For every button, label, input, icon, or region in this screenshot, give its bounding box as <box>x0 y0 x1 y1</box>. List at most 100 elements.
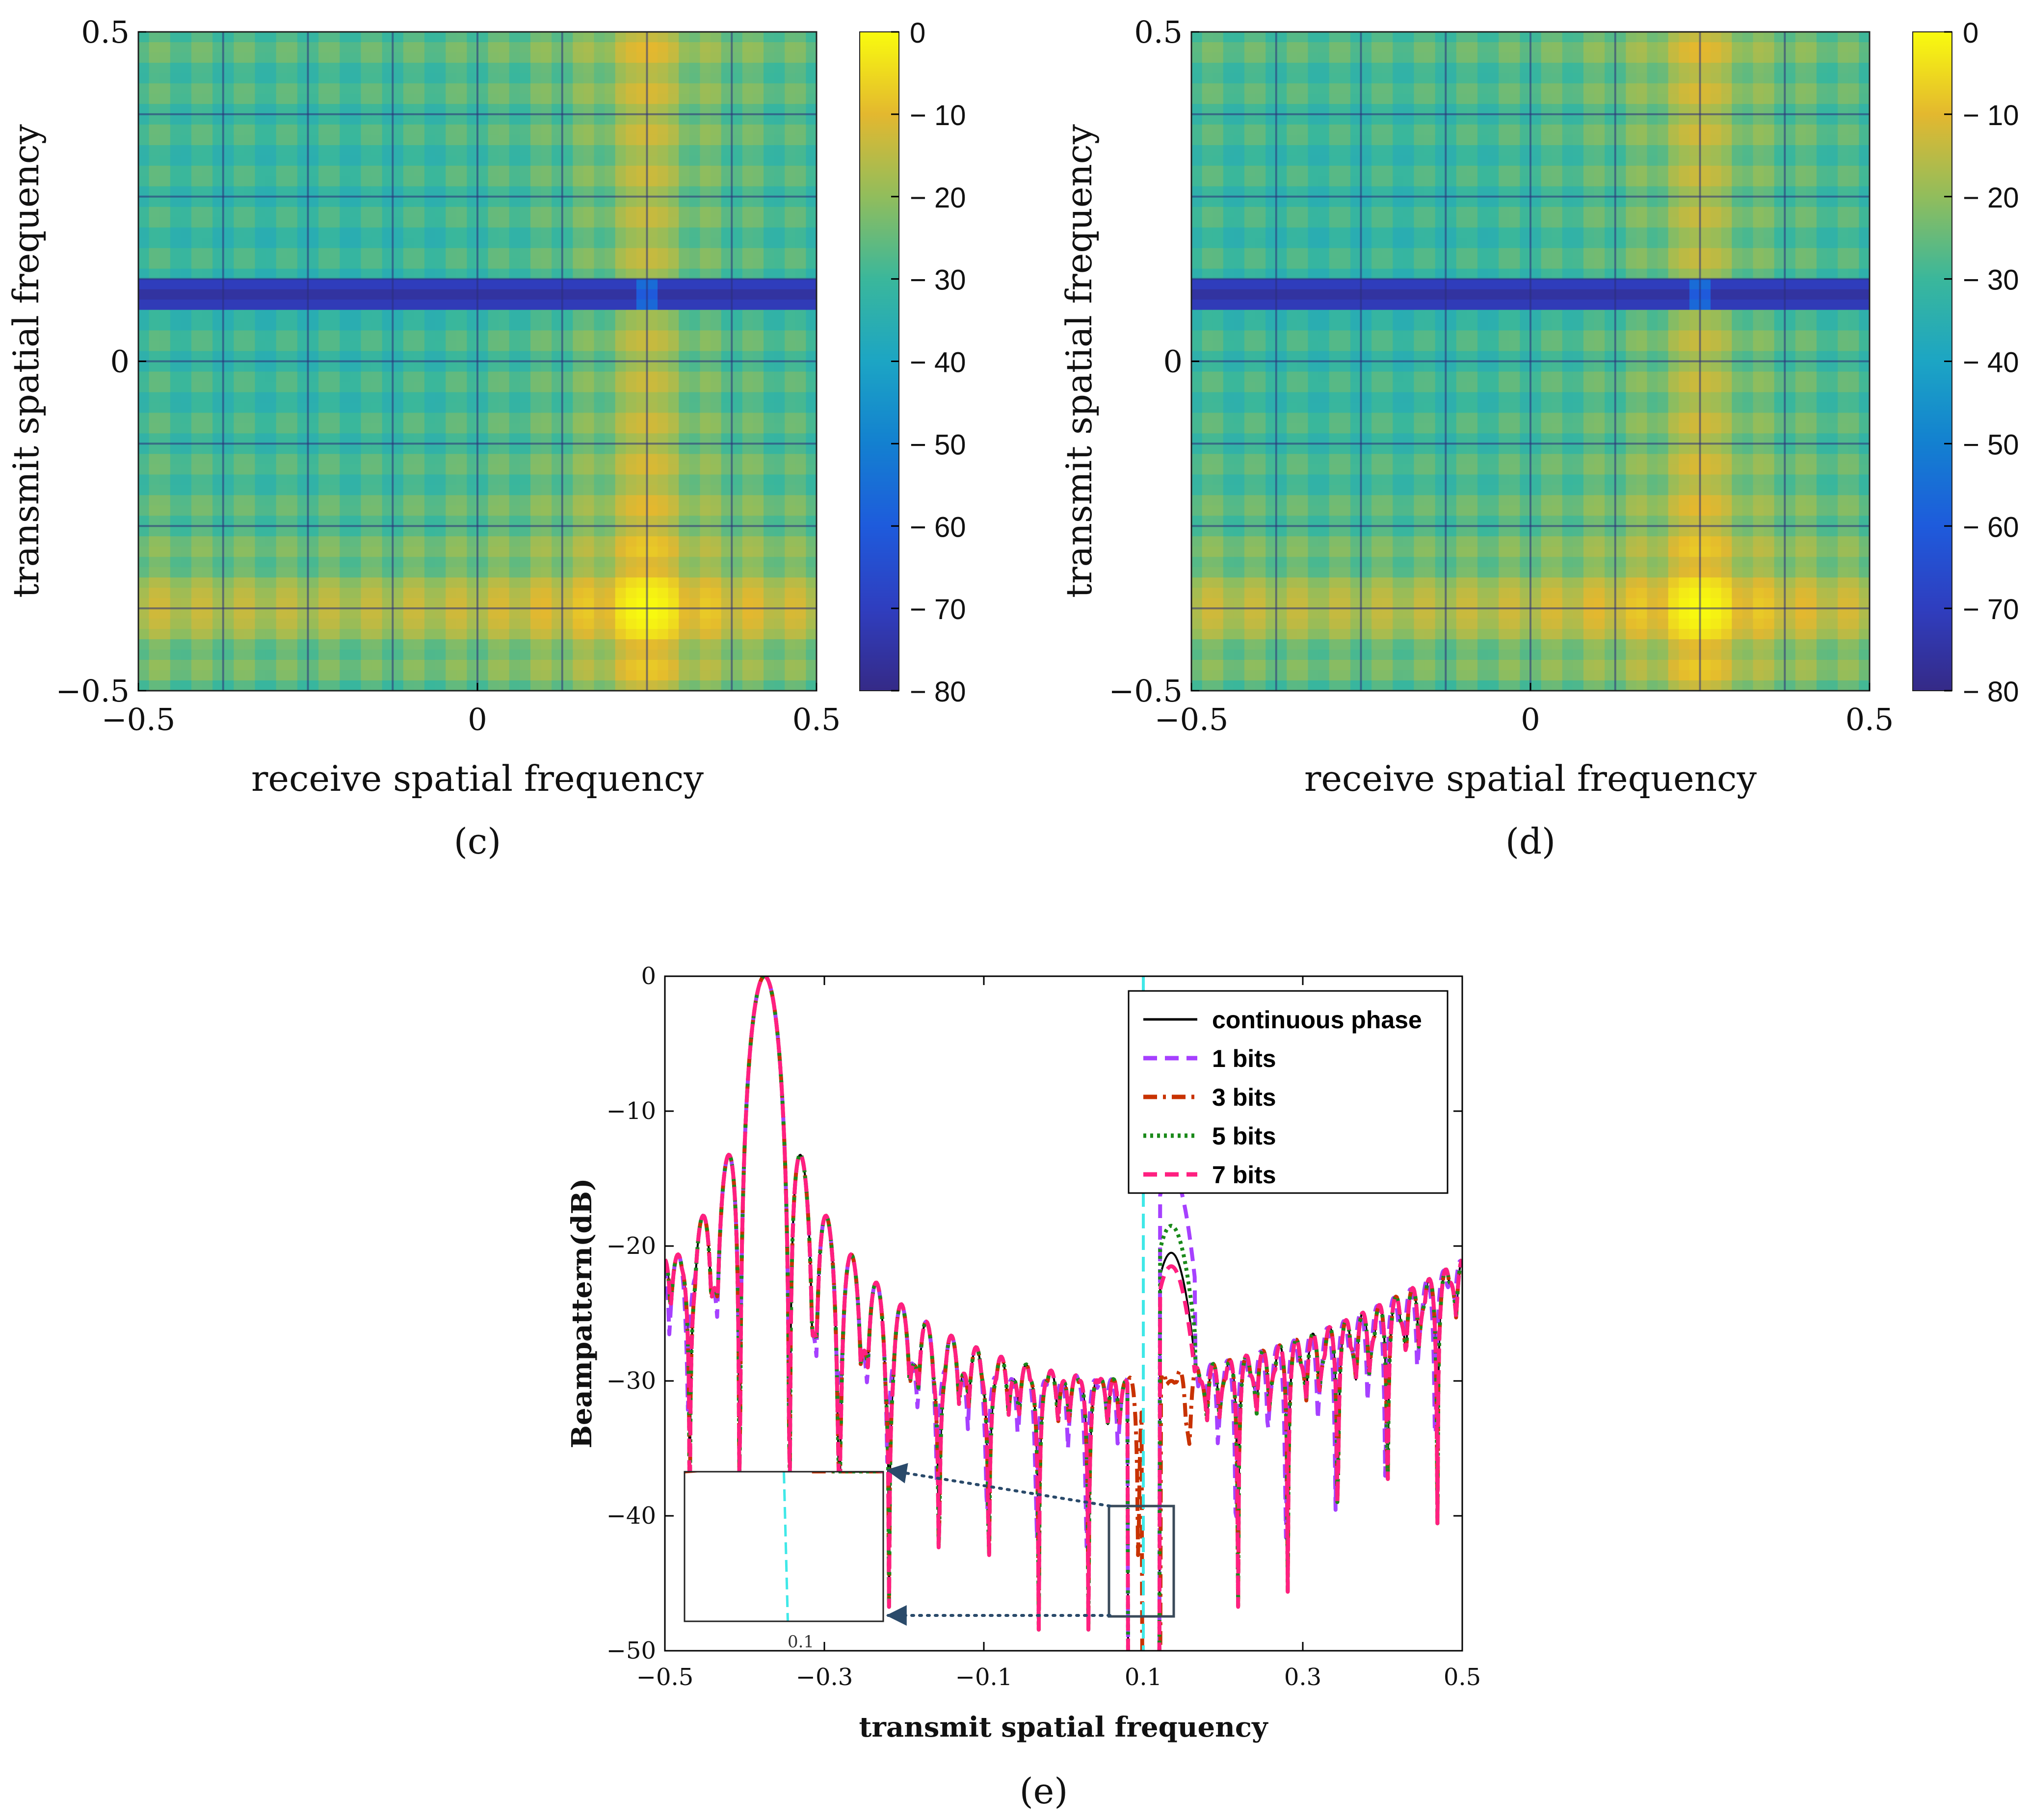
heatmap-cell <box>700 340 711 352</box>
heatmap-cell <box>499 310 510 321</box>
heatmap-cell <box>785 155 796 166</box>
heatmap-cell <box>1234 464 1245 475</box>
heatmap-cell <box>223 52 234 63</box>
heatmap-cell <box>340 32 351 43</box>
heatmap-cell <box>594 217 605 228</box>
heatmap-cell <box>668 619 679 629</box>
heatmap-cell <box>361 93 372 104</box>
heatmap-cell <box>1318 340 1330 352</box>
heatmap-cell <box>403 588 415 598</box>
heatmap-cell <box>795 361 806 372</box>
heatmap-cell <box>191 516 203 526</box>
heatmap-cell <box>689 310 701 321</box>
heatmap-cell <box>795 310 806 321</box>
heatmap-cell <box>446 62 457 74</box>
heatmap-cell <box>202 279 213 290</box>
heatmap-cell <box>456 443 467 454</box>
heatmap-cell <box>1318 680 1330 691</box>
heatmap-cell <box>1244 279 1256 290</box>
heatmap-cell <box>530 258 542 269</box>
heatmap-cell <box>1244 227 1256 238</box>
heatmap-cell <box>350 227 362 238</box>
heatmap-cell <box>170 588 181 598</box>
heatmap-cell <box>668 443 679 454</box>
heatmap-cell <box>1318 505 1330 516</box>
heatmap-cell <box>1213 433 1224 444</box>
heatmap-cell <box>403 629 415 640</box>
heatmap-cell <box>689 186 701 197</box>
heatmap-cell <box>1308 402 1319 414</box>
heatmap-cell <box>382 629 393 640</box>
heatmap-cell <box>605 485 616 495</box>
heatmap-cell <box>244 320 256 331</box>
heatmap-cell <box>149 650 160 660</box>
heatmap-cell <box>732 196 743 208</box>
heatmap-cell <box>308 670 319 681</box>
heatmap-cell <box>446 670 457 681</box>
heatmap-cell <box>1308 598 1319 609</box>
heatmap-cell <box>329 505 340 516</box>
heatmap-cell <box>552 382 563 393</box>
heatmap-cell <box>191 371 203 383</box>
heatmap-cell <box>403 557 415 568</box>
heatmap-cell <box>223 382 234 393</box>
heatmap-cell <box>679 186 690 197</box>
heatmap-cell <box>785 433 796 444</box>
heatmap-cell <box>700 83 711 94</box>
heatmap-cell <box>594 330 605 341</box>
heatmap-cell <box>742 268 754 280</box>
heatmap-cell <box>732 124 743 135</box>
heatmap-cell <box>732 526 743 537</box>
heatmap-cell <box>308 660 319 671</box>
heatmap-cell <box>393 454 404 465</box>
heatmap-cell <box>149 598 160 609</box>
colorbar-tick-label: − 20 <box>910 182 966 214</box>
heatmap-cell <box>806 443 817 454</box>
heatmap-cell <box>446 382 457 393</box>
heatmap-cell <box>382 165 393 177</box>
heatmap-cell <box>361 310 372 321</box>
heatmap-cell <box>191 546 203 557</box>
heatmap-cell <box>499 134 510 146</box>
heatmap-cell <box>234 299 245 311</box>
heatmap-cell <box>403 62 415 74</box>
heatmap-cell <box>1244 485 1256 495</box>
heatmap-cell <box>403 371 415 383</box>
heatmap-cell <box>181 83 192 94</box>
heatmap-cell <box>371 155 383 166</box>
heatmap-cell <box>552 423 563 434</box>
heatmap-cell <box>499 114 510 125</box>
heatmap-cell <box>679 413 690 423</box>
heatmap-cell <box>446 577 457 588</box>
heatmap-cell <box>1318 62 1330 74</box>
heatmap-cell <box>297 268 309 280</box>
heatmap-cell <box>626 464 637 475</box>
heatmap-cell <box>170 217 181 228</box>
heatmap-cell <box>212 207 224 218</box>
heatmap-cell <box>679 392 690 403</box>
heatmap-cell <box>488 495 499 506</box>
heatmap-cell <box>679 227 690 238</box>
heatmap-cell <box>456 598 467 609</box>
heatmap-cell <box>456 670 467 681</box>
heatmap-cell <box>181 474 192 485</box>
heatmap-cell <box>414 289 425 300</box>
heatmap-cell <box>689 526 701 537</box>
heatmap-cell <box>467 443 478 454</box>
heatmap-cell <box>806 62 817 74</box>
heatmap-cell <box>181 62 192 74</box>
heatmap-cell <box>403 454 415 465</box>
heatmap-cell <box>181 196 192 208</box>
heatmap-cell <box>764 670 775 681</box>
heatmap-cell <box>223 660 234 671</box>
heatmap-cell <box>340 351 351 362</box>
heatmap-cell <box>1191 660 1203 671</box>
heatmap-cell <box>520 454 531 465</box>
heatmap-cell <box>361 526 372 537</box>
heatmap-cell <box>679 320 690 331</box>
heatmap-cell <box>446 32 457 43</box>
heatmap-cell <box>1255 299 1266 311</box>
heatmap-cell <box>520 310 531 321</box>
heatmap-cell <box>764 83 775 94</box>
heatmap-cell <box>234 382 245 393</box>
